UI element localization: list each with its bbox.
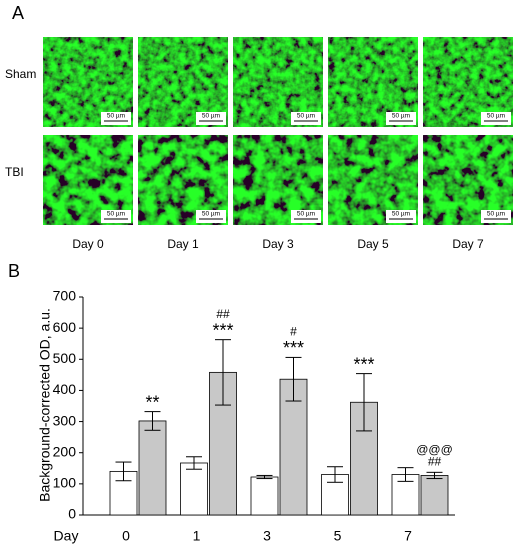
scale-bar-box (481, 210, 511, 223)
y-tick-label: 200 (53, 443, 77, 459)
y-tick-label: 0 (68, 506, 76, 522)
scale-bar-label: 50 µm (392, 113, 410, 120)
scale-bar-label: 50 µm (202, 113, 220, 120)
scale-bar-label: 50 µm (392, 211, 410, 218)
bar (420, 475, 449, 516)
x-tick-label: 3 (263, 528, 271, 544)
scale-bar-label: 50 µm (487, 113, 505, 120)
bar (250, 476, 279, 516)
scale-bar-box (481, 112, 511, 125)
x-tick-label: 0 (122, 528, 130, 544)
row-label: TBI (5, 165, 24, 179)
panel-label: B (8, 261, 20, 281)
y-tick-label: 100 (53, 475, 77, 491)
error-bar (186, 456, 202, 470)
y-tick-label: 600 (53, 319, 77, 335)
x-axis-label: Day (54, 528, 79, 544)
error-bar (144, 411, 161, 431)
x-tick-label: 5 (334, 528, 342, 544)
column-label: Day 3 (262, 237, 294, 251)
significance-label: *** (283, 338, 304, 358)
scale-bar-label: 50 µm (297, 211, 315, 218)
scale-bar-box (196, 112, 226, 125)
scale-bar-box (101, 112, 131, 125)
scale-bar-box (291, 112, 321, 125)
column-label: Day 7 (452, 237, 484, 251)
bar (209, 371, 237, 516)
significance-label: ## (428, 455, 442, 469)
scale-bar-label: 50 µm (107, 211, 125, 218)
x-tick-label: 1 (193, 528, 201, 544)
scale-bar-label: 50 µm (297, 113, 315, 120)
scale-bar-label: 50 µm (487, 211, 505, 218)
significance-label: ** (145, 392, 159, 412)
error-bar (426, 471, 443, 480)
scale-bar-label: 50 µm (107, 113, 125, 120)
y-tick-label: 500 (53, 350, 77, 366)
column-label: Day 5 (357, 237, 389, 251)
bar (138, 420, 167, 516)
significance-label: @@@ (416, 443, 453, 457)
significance-label: ## (216, 307, 230, 321)
significance-label: *** (353, 354, 374, 374)
scale-bar-box (386, 210, 416, 223)
x-tick-label: 7 (404, 528, 412, 544)
column-label: Day 1 (167, 237, 199, 251)
scale-bar-box (196, 210, 226, 223)
y-axis-label: Background-corrected OD, a.u. (37, 308, 53, 502)
column-label: Day 0 (72, 237, 104, 251)
error-bar (115, 461, 132, 482)
bar (279, 378, 308, 516)
significance-label: *** (212, 320, 233, 340)
error-bar (397, 467, 414, 482)
row-label: Sham (5, 67, 36, 81)
scale-bar-box (101, 210, 131, 223)
significance-label: # (290, 325, 297, 339)
error-bar (215, 339, 231, 406)
error-bar (285, 356, 302, 402)
y-tick-label: 300 (53, 412, 77, 428)
scale-bar-box (291, 210, 321, 223)
y-tick-label: 700 (53, 288, 77, 304)
bar (180, 462, 208, 516)
scale-bar-label: 50 µm (202, 211, 220, 218)
scale-bar-box (386, 112, 416, 125)
error-bar (356, 373, 372, 432)
y-tick-label: 400 (53, 381, 77, 397)
error-bar (256, 474, 273, 480)
error-bar (327, 466, 343, 483)
panel-label: A (12, 3, 24, 23)
